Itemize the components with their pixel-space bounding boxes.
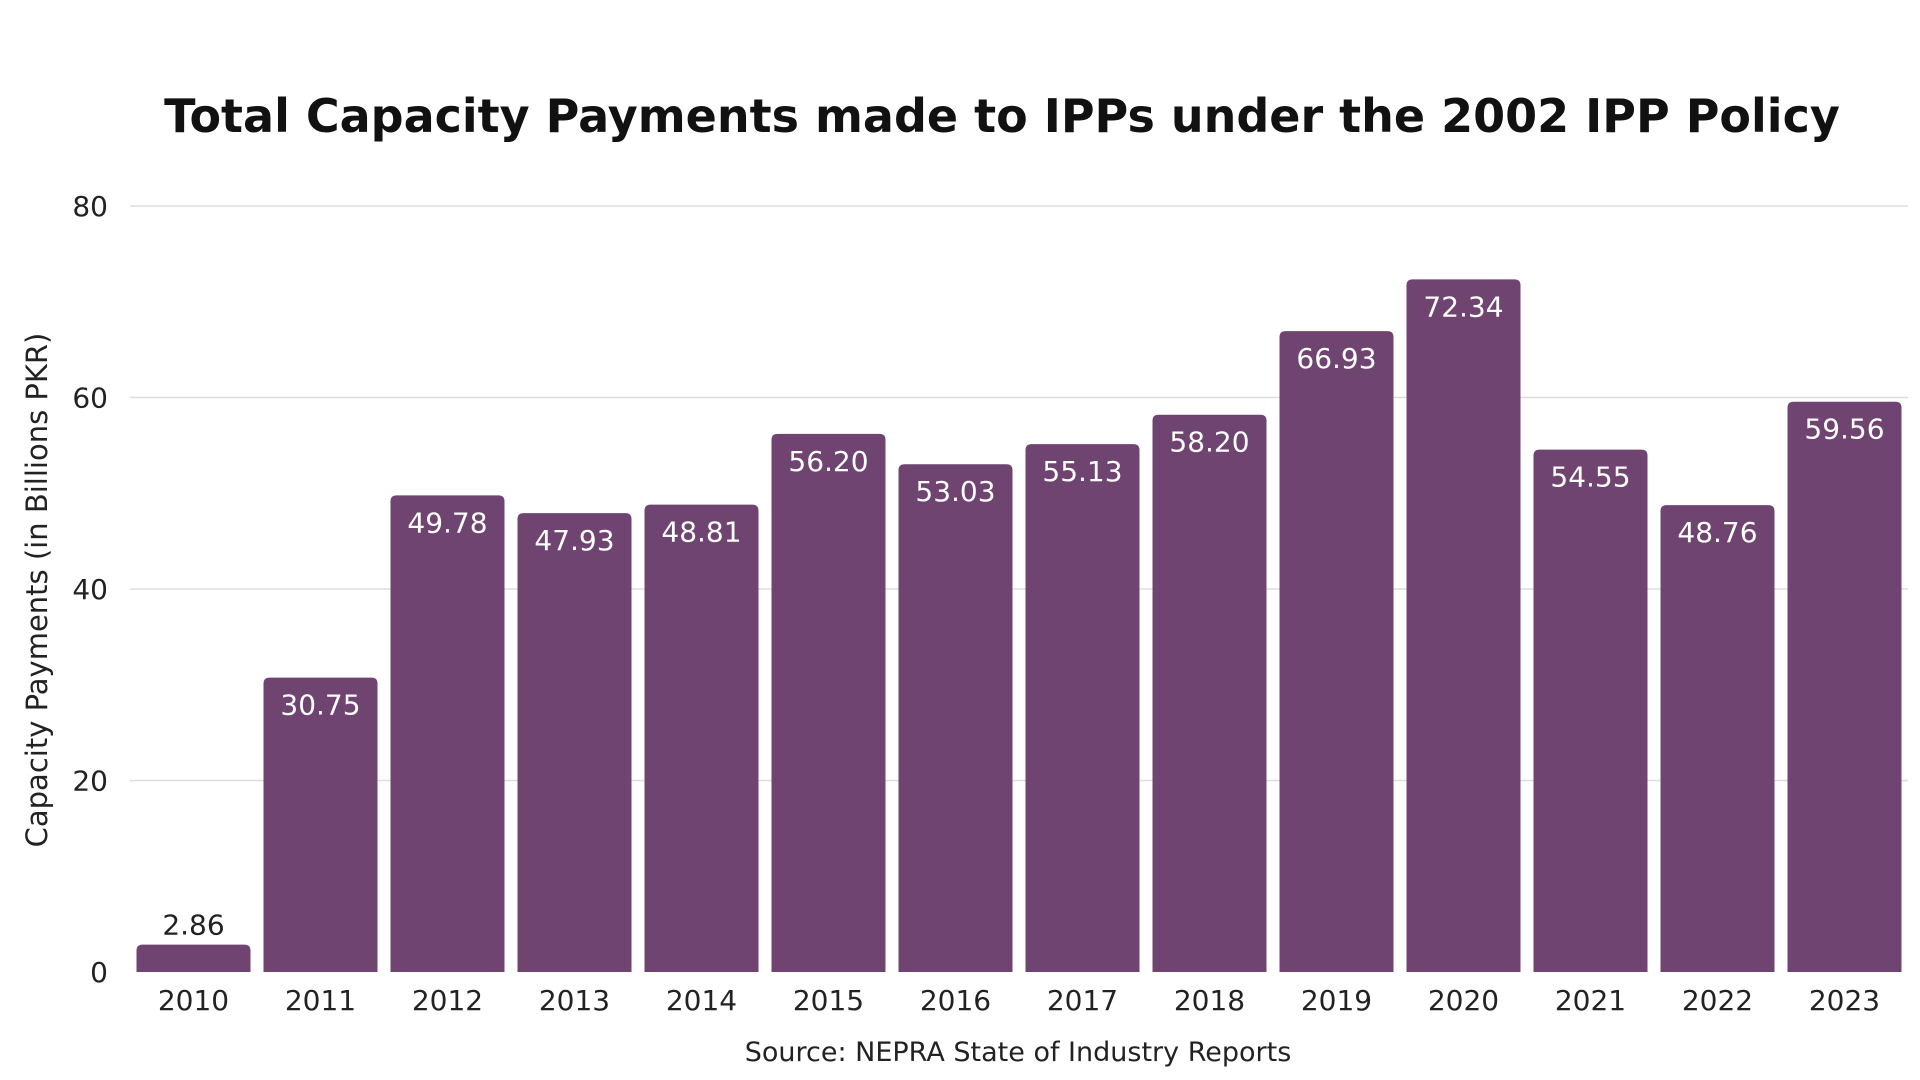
x-tick-label: 2011	[285, 984, 356, 1017]
data-label: 56.20	[788, 445, 868, 478]
data-label: 48.76	[1677, 516, 1757, 549]
bar-2013	[517, 513, 632, 972]
bar-2018	[1152, 414, 1267, 972]
data-label: 55.13	[1042, 455, 1122, 488]
x-tick-label: 2015	[793, 984, 864, 1017]
x-tick-label: 2013	[539, 984, 610, 1017]
x-axis: 2010 2011 2012 2013 2014 2015 2016 2017 2018 2019…	[158, 984, 1880, 1017]
data-label: 48.81	[661, 516, 741, 549]
bar-2010	[136, 944, 251, 972]
data-label: 2.86	[162, 909, 224, 942]
source-note: Source: NEPRA State of Industry Reports	[745, 1037, 1292, 1068]
y-axis-label: Capacity Payments (in Billions PKR)	[20, 333, 54, 848]
data-label: 49.78	[407, 506, 487, 539]
x-tick-label: 2012	[412, 984, 483, 1017]
data-label: 72.34	[1423, 290, 1503, 323]
bar-2014	[644, 504, 759, 972]
x-tick-label: 2014	[666, 984, 737, 1017]
x-tick-label: 2017	[1047, 984, 1118, 1017]
bar-2015	[771, 433, 886, 972]
bar-2022	[1660, 505, 1775, 972]
x-tick-label: 2020	[1428, 984, 1499, 1017]
bar-2021	[1533, 449, 1648, 973]
data-label: 54.55	[1550, 461, 1630, 494]
bar-2019	[1279, 331, 1394, 972]
x-tick-label: 2023	[1809, 984, 1880, 1017]
bar-2011	[263, 677, 378, 972]
y-axis: 0 20 40 60 80	[72, 190, 108, 989]
x-tick-label: 2019	[1301, 984, 1372, 1017]
data-label: 47.93	[534, 524, 614, 557]
data-label: 59.56	[1804, 413, 1884, 446]
bar-2016	[898, 464, 1013, 972]
y-tick-label: 80	[72, 190, 108, 223]
y-tick-label: 60	[72, 382, 108, 415]
y-tick-label: 0	[90, 956, 108, 989]
bar-2020	[1406, 279, 1521, 973]
data-label: 30.75	[280, 689, 360, 722]
data-label: 58.20	[1169, 426, 1249, 459]
x-tick-label: 2022	[1682, 984, 1753, 1017]
data-label: 66.93	[1296, 342, 1376, 375]
bar-2017	[1025, 444, 1140, 972]
x-tick-label: 2016	[920, 984, 991, 1017]
bars	[136, 279, 1902, 973]
y-tick-label: 20	[72, 765, 108, 798]
x-tick-label: 2021	[1555, 984, 1626, 1017]
bar-2023	[1787, 401, 1902, 972]
x-tick-label: 2018	[1174, 984, 1245, 1017]
x-tick-label: 2010	[158, 984, 229, 1017]
chart-title: Total Capacity Payments made to IPPs und…	[164, 89, 1840, 143]
y-tick-label: 40	[72, 573, 108, 606]
data-labels: 2.86 30.75 49.78 47.93 48.81 56.20 53.03 55.13 5…	[162, 290, 1884, 941]
data-label: 53.03	[915, 475, 995, 508]
bar-2012	[390, 495, 505, 972]
